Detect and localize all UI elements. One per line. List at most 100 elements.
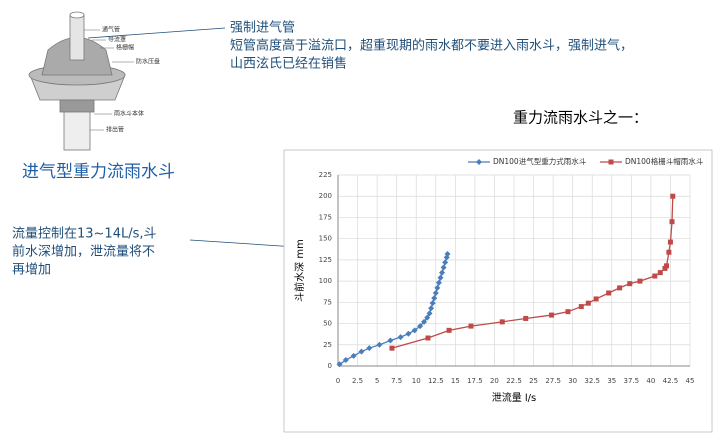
point [426, 310, 433, 317]
point [549, 312, 555, 318]
point [585, 300, 591, 306]
x-tick-label: 37.5 [624, 377, 640, 385]
y-tick-label: 0 [328, 362, 332, 370]
point [431, 295, 438, 302]
point [670, 193, 676, 199]
point [657, 270, 663, 276]
x-tick-label: 25 [529, 377, 538, 385]
point [397, 334, 404, 341]
point [667, 239, 673, 245]
diagram-label: 通气管 [102, 26, 120, 34]
top-note: 短管高度高于溢流口，超重现期的雨水都不要进入雨水斗，强制进气， [230, 38, 633, 54]
point [434, 284, 441, 291]
left-note: 再增加 [12, 263, 51, 278]
y-tick-label: 150 [319, 235, 332, 243]
point [405, 330, 412, 337]
point [428, 305, 435, 312]
diagram-label: 雨水斗本体 [114, 110, 144, 118]
x-tick-label: 17.5 [467, 377, 483, 385]
x-tick-label: 7.5 [391, 377, 402, 385]
point [617, 285, 623, 291]
point [637, 278, 643, 284]
point [442, 259, 449, 266]
x-tick-label: 5 [375, 377, 379, 385]
legend-label: DN100格栅斗帽雨水斗 [625, 156, 704, 166]
arrow [87, 27, 226, 39]
point [440, 264, 447, 271]
point [358, 348, 365, 355]
point [439, 269, 446, 276]
point [669, 219, 675, 225]
x-tick-label: 32.5 [584, 377, 600, 385]
x-tick-label: 42.5 [663, 377, 679, 385]
heading: 重力流雨水斗之一： [513, 109, 648, 127]
left-note: 前水深增加，泄流量将不 [12, 244, 155, 260]
top-note: 山西泫氏已经在销售 [230, 56, 347, 72]
point [387, 337, 394, 344]
y-axis-title: 斗前水深 mm [293, 239, 306, 302]
y-tick-label: 200 [319, 192, 332, 200]
point [468, 323, 474, 329]
point [376, 341, 383, 348]
legend-marker [476, 159, 482, 165]
point [336, 361, 343, 368]
x-tick-label: 10 [412, 377, 421, 385]
x-tick-label: 2.5 [352, 377, 363, 385]
legend-marker [608, 159, 614, 165]
point [389, 345, 395, 351]
diagram-label: 防水压盘 [136, 58, 160, 66]
point [606, 290, 612, 296]
point [593, 296, 599, 302]
x-tick-label: 20 [490, 377, 499, 385]
point [411, 327, 418, 334]
point [424, 314, 431, 321]
point [444, 250, 451, 257]
y-tick-label: 100 [319, 277, 332, 285]
point [437, 274, 444, 281]
point [523, 315, 529, 321]
point [425, 335, 431, 341]
legend-label: DN100进气型重力式雨水斗 [493, 156, 587, 166]
x-tick-label: 30 [568, 377, 577, 385]
point [499, 319, 505, 325]
point [342, 357, 349, 364]
point [432, 289, 439, 296]
point [666, 249, 672, 255]
point [417, 323, 424, 330]
diagram-leaders [84, 29, 134, 131]
diagram-label: 导流罩 [108, 36, 126, 44]
left-note: 流量控制在13~14L/s,斗 [12, 227, 157, 242]
point [350, 352, 357, 359]
y-tick-label: 125 [319, 256, 332, 264]
point [652, 273, 658, 279]
x-tick-label: 22.5 [506, 377, 522, 385]
y-tick-label: 175 [319, 213, 332, 221]
x-tick-label: 45 [686, 377, 695, 385]
y-tick-label: 25 [323, 341, 332, 349]
x-tick-label: 15 [451, 377, 460, 385]
x-axis-title: 泄流量 l/s [492, 391, 537, 404]
y-tick-label: 50 [323, 320, 332, 328]
x-tick-label: 40 [646, 377, 655, 385]
point [664, 263, 670, 269]
y-tick-label: 75 [323, 298, 332, 306]
x-tick-label: 0 [336, 377, 340, 385]
diagram-label: 排出管 [106, 126, 124, 134]
point [446, 327, 452, 333]
point [578, 304, 584, 310]
point [421, 318, 428, 325]
chart-frame [283, 149, 713, 433]
drain-diagram [28, 11, 126, 151]
x-tick-label: 27.5 [545, 377, 561, 385]
point [627, 281, 633, 287]
slide-title: 进气型重力流雨水斗 [22, 162, 175, 182]
x-tick-label: 35 [607, 377, 616, 385]
point [435, 279, 442, 286]
x-tick-label: 12.5 [428, 377, 444, 385]
point [662, 265, 668, 271]
chart: 0 25 50 75 100 125 150 175 200 225 0 2.5 5 7.5 10 12.5 1… [293, 156, 704, 404]
top-note: 强制进气管 [230, 20, 295, 36]
point [429, 300, 436, 307]
